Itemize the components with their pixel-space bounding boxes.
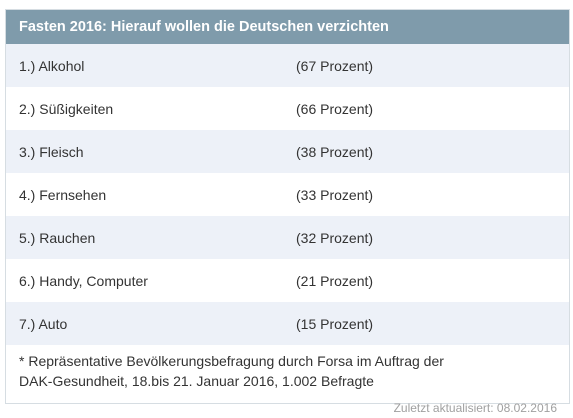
row-item: 1.) Alkohol	[19, 57, 85, 74]
row-item: 6.) Handy, Computer	[19, 272, 148, 289]
row-value: (21 Prozent)	[296, 272, 374, 289]
table-row: 7.) Auto (15 Prozent)	[6, 302, 569, 345]
table-row: 6.) Handy, Computer (21 Prozent)	[6, 259, 569, 302]
row-value: (15 Prozent)	[296, 315, 374, 332]
table-row: 4.) Fernsehen (33 Prozent)	[6, 173, 569, 216]
footnote-line: * Repräsentative Bevölkerungsbefragung d…	[19, 353, 444, 369]
table-title: Fasten 2016: Hierauf wollen die Deutsche…	[6, 10, 569, 44]
row-item: 3.) Fleisch	[19, 143, 84, 160]
row-item: 4.) Fernsehen	[19, 186, 107, 203]
footnote-line: DAK-Gesundheit, 18.bis 21. Januar 2016, …	[19, 373, 374, 389]
row-value: (67 Prozent)	[296, 57, 374, 74]
row-item: 7.) Auto	[19, 315, 68, 332]
row-item: 2.) Süßigkeiten	[19, 100, 114, 117]
row-value: (32 Prozent)	[296, 229, 374, 246]
table-row: 2.) Süßigkeiten (66 Prozent)	[6, 87, 569, 130]
row-value: (33 Prozent)	[296, 186, 374, 203]
table-row: 3.) Fleisch (38 Prozent)	[6, 130, 569, 173]
row-value: (38 Prozent)	[296, 143, 374, 160]
row-value: (66 Prozent)	[296, 100, 374, 117]
table-footnote: * Repräsentative Bevölkerungsbefragung d…	[6, 345, 569, 403]
last-updated-text: Zuletzt aktualisiert: 08.02.2016	[393, 401, 557, 415]
table-row: 5.) Rauchen (32 Prozent)	[6, 216, 569, 259]
row-item: 5.) Rauchen	[19, 229, 96, 246]
table-row: 1.) Alkohol (67 Prozent)	[6, 44, 569, 87]
fasting-table: Fasten 2016: Hierauf wollen die Deutsche…	[5, 9, 570, 404]
